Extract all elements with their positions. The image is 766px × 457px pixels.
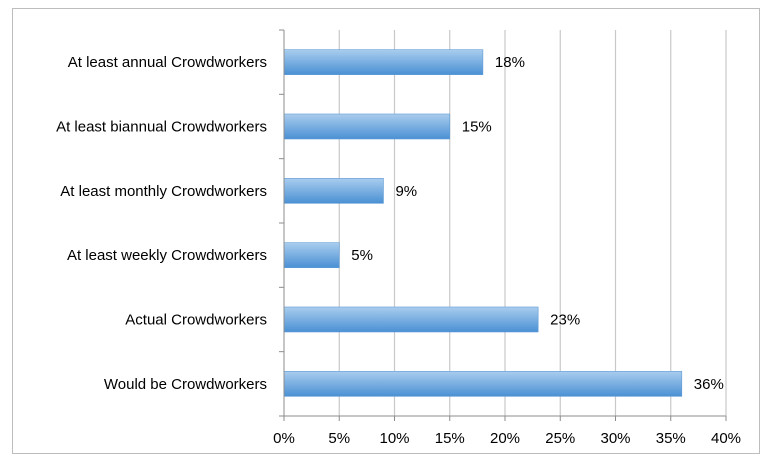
x-tick-label: 5% bbox=[328, 430, 350, 447]
bar bbox=[283, 371, 683, 397]
category-label: At least monthly Crowdworkers bbox=[60, 183, 267, 200]
labels: 0% 5% 10% 15% 20% 25% 30% 35% 40% At least annual… bbox=[56, 54, 741, 447]
data-label: 5% bbox=[351, 247, 373, 264]
bars bbox=[283, 49, 683, 397]
x-tick-label: 40% bbox=[711, 430, 741, 447]
data-label: 18% bbox=[495, 54, 525, 71]
x-tick-label: 30% bbox=[600, 430, 630, 447]
x-tick-label: 10% bbox=[379, 430, 409, 447]
category-label: Would be Crowdworkers bbox=[104, 376, 267, 393]
data-label: 36% bbox=[694, 376, 724, 393]
data-label: 9% bbox=[395, 183, 417, 200]
bar bbox=[283, 242, 340, 268]
x-tick-label: 15% bbox=[435, 430, 465, 447]
bar bbox=[283, 306, 539, 333]
data-label: 23% bbox=[550, 312, 580, 329]
bar bbox=[283, 113, 451, 140]
bar bbox=[283, 178, 384, 204]
axes bbox=[279, 29, 727, 421]
bar bbox=[283, 49, 484, 75]
category-label: At least biannual Crowdworkers bbox=[56, 119, 267, 136]
category-label: At least annual Crowdworkers bbox=[68, 54, 267, 71]
category-label: At least weekly Crowdworkers bbox=[67, 247, 267, 264]
category-label: Actual Crowdworkers bbox=[125, 312, 267, 329]
x-tick-label: 35% bbox=[656, 430, 686, 447]
data-label: 15% bbox=[462, 119, 492, 136]
x-tick-label: 25% bbox=[545, 430, 575, 447]
x-tick-label: 20% bbox=[490, 430, 520, 447]
x-tick-label: 0% bbox=[273, 430, 295, 447]
gridlines bbox=[338, 30, 727, 416]
